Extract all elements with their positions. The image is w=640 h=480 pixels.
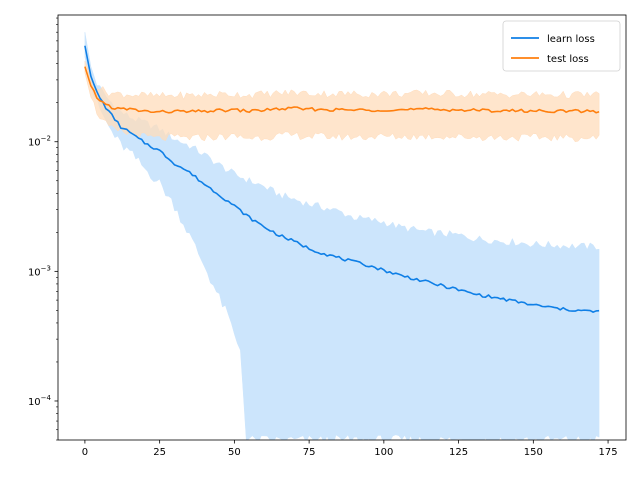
line-learn-loss (84, 45, 600, 313)
x-tick-label: 50 (228, 447, 241, 458)
series-lines (84, 45, 600, 313)
x-tick-label: 25 (153, 447, 166, 458)
y-tick-label: 10−2 (28, 135, 51, 149)
y-tick-label: 10−4 (28, 394, 52, 408)
band-learn-loss (84, 32, 600, 440)
x-tick-label: 100 (374, 447, 393, 458)
legend: learn loss test loss (502, 20, 621, 72)
x-tick-label: 75 (303, 447, 316, 458)
legend-label: learn loss (547, 34, 595, 45)
band-test-loss (84, 60, 600, 143)
line-test-loss (84, 66, 600, 114)
y-tick-label: 10−3 (28, 264, 51, 278)
x-tick-label: 0 (82, 447, 88, 458)
x-tick-label: 150 (524, 447, 543, 458)
x-tick-label: 125 (449, 447, 468, 458)
legend-label: test loss (547, 54, 589, 65)
axes: 0 25 50 75 100 125 150 175 10−4 10−3 10−2 (28, 14, 627, 458)
confidence-bands (84, 32, 600, 440)
plot-frame (57, 14, 627, 441)
x-tick-label: 175 (599, 447, 618, 458)
